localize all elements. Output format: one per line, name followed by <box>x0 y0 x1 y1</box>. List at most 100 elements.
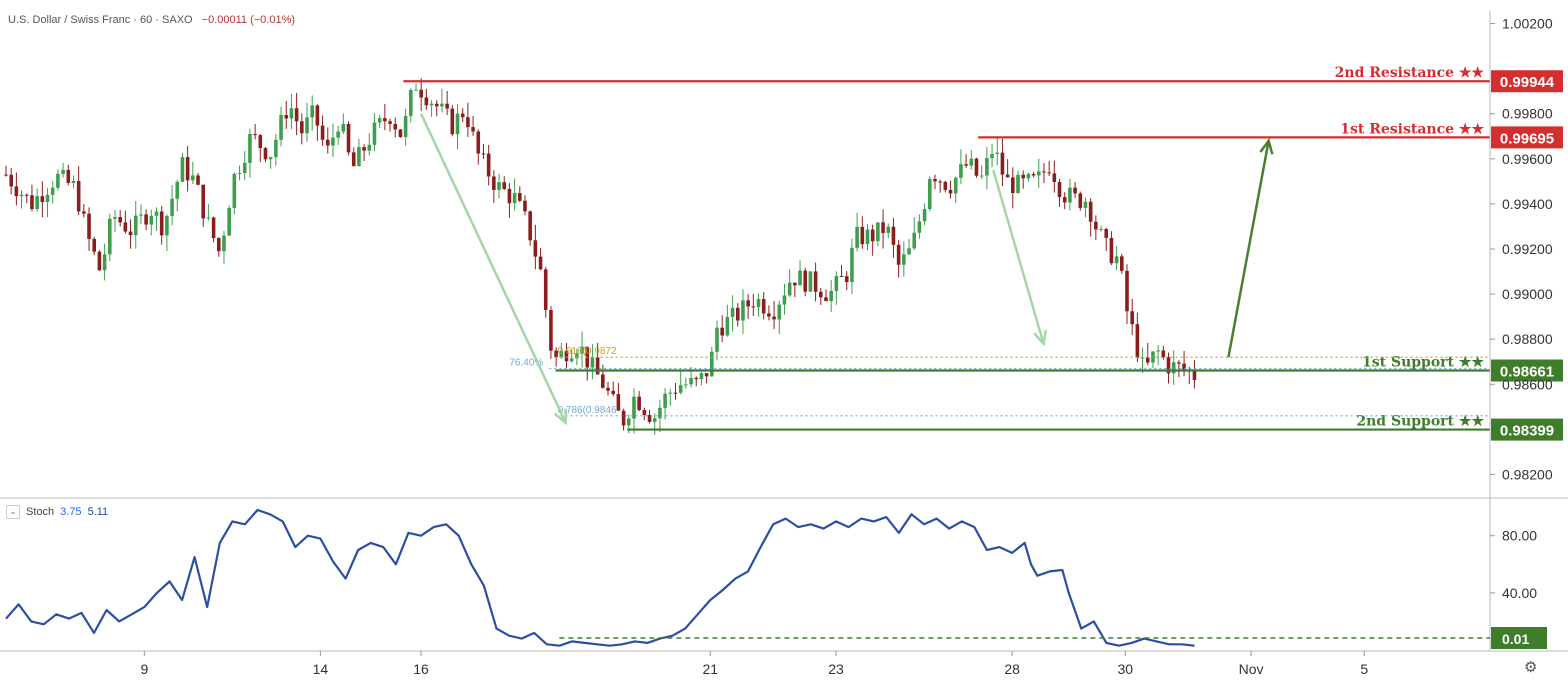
candle-body <box>92 238 97 252</box>
candle <box>429 100 434 117</box>
candle-body <box>626 418 631 426</box>
candle-body <box>891 226 896 245</box>
candle-body <box>1171 362 1176 374</box>
candle <box>1021 170 1025 189</box>
candle <box>455 104 460 150</box>
candle-body <box>429 103 434 106</box>
candle-body <box>1042 171 1046 173</box>
candle-body <box>403 115 408 137</box>
candle-body <box>1125 270 1129 312</box>
candle <box>943 180 948 193</box>
candle <box>616 382 621 411</box>
candle-body <box>1047 172 1051 174</box>
candle <box>938 179 942 193</box>
candle <box>912 217 917 251</box>
candle-body <box>938 181 942 183</box>
candle-body <box>538 256 543 270</box>
candle <box>61 162 65 178</box>
candle-body <box>1099 228 1103 230</box>
price-tick-label: 1.00200 <box>1502 16 1553 32</box>
candle-body <box>325 139 330 146</box>
candle-body <box>668 392 673 394</box>
candle-body <box>953 177 958 194</box>
candle-body <box>673 392 678 394</box>
time-tick-label: 23 <box>828 661 844 677</box>
candle-body <box>927 178 932 210</box>
candle <box>678 371 683 395</box>
candle-body <box>543 269 548 310</box>
candle-body <box>123 222 128 232</box>
candle <box>450 105 455 137</box>
candle-body <box>564 350 569 362</box>
candle-body <box>305 117 309 134</box>
candle <box>341 113 346 134</box>
projection-arrow <box>1227 137 1274 358</box>
candle-body <box>40 196 45 203</box>
candle <box>985 146 989 190</box>
stoch-label: Stoch <box>26 506 55 518</box>
candle <box>30 184 34 212</box>
candle-body <box>149 215 154 225</box>
candle <box>362 144 366 162</box>
chevron-down-icon[interactable]: ⌄ <box>6 505 20 519</box>
candle <box>673 383 678 400</box>
candle <box>325 127 330 154</box>
candle <box>393 117 398 138</box>
candle-body <box>985 158 989 176</box>
candle <box>440 88 444 113</box>
candle <box>1057 178 1062 207</box>
candle <box>720 315 724 343</box>
candle-body <box>813 271 818 292</box>
price-tick-label: 0.98800 <box>1502 331 1553 347</box>
candle <box>642 407 647 421</box>
candle <box>995 138 1000 166</box>
candle-body <box>471 127 475 132</box>
candle-body <box>642 409 647 415</box>
candle <box>824 289 828 302</box>
candle-body <box>803 270 808 292</box>
candle-body <box>388 121 392 124</box>
candle <box>1120 253 1124 274</box>
candle-body <box>372 122 377 145</box>
candle <box>211 216 216 243</box>
time-tick-label: Nov <box>1239 661 1264 677</box>
candle <box>767 305 771 321</box>
candle-body <box>512 193 517 204</box>
candle <box>268 156 273 169</box>
candle <box>305 102 309 142</box>
candle-body <box>30 195 34 210</box>
candle <box>1016 170 1020 194</box>
candle <box>839 264 844 278</box>
projection-arrow <box>992 169 1048 347</box>
candle-body <box>377 118 382 123</box>
candle-body <box>772 316 776 320</box>
candle <box>45 187 50 218</box>
candle-body <box>839 276 844 278</box>
candle <box>284 100 289 129</box>
price-tick-label: 0.98600 <box>1502 376 1553 392</box>
candle-body <box>139 214 143 216</box>
candle-body <box>793 282 797 286</box>
candle-body <box>870 229 875 242</box>
candle-body <box>336 131 340 138</box>
candle <box>128 219 133 249</box>
candle-body <box>834 276 839 291</box>
candle <box>948 180 953 199</box>
candle-body <box>481 153 486 155</box>
candle-body <box>995 152 1000 154</box>
candle-body <box>684 384 688 386</box>
candle <box>725 304 730 337</box>
candle <box>216 237 221 257</box>
candle <box>1145 342 1150 366</box>
candle-body <box>274 139 278 158</box>
candle <box>1099 225 1103 232</box>
candle <box>201 184 206 227</box>
gear-icon[interactable]: ⚙ <box>1524 659 1538 676</box>
candle-body <box>507 188 512 204</box>
candle-body <box>917 221 922 233</box>
candle-body <box>720 327 724 336</box>
candle-body <box>948 189 953 194</box>
candle-body <box>383 118 387 122</box>
arrow-head <box>1259 137 1274 155</box>
